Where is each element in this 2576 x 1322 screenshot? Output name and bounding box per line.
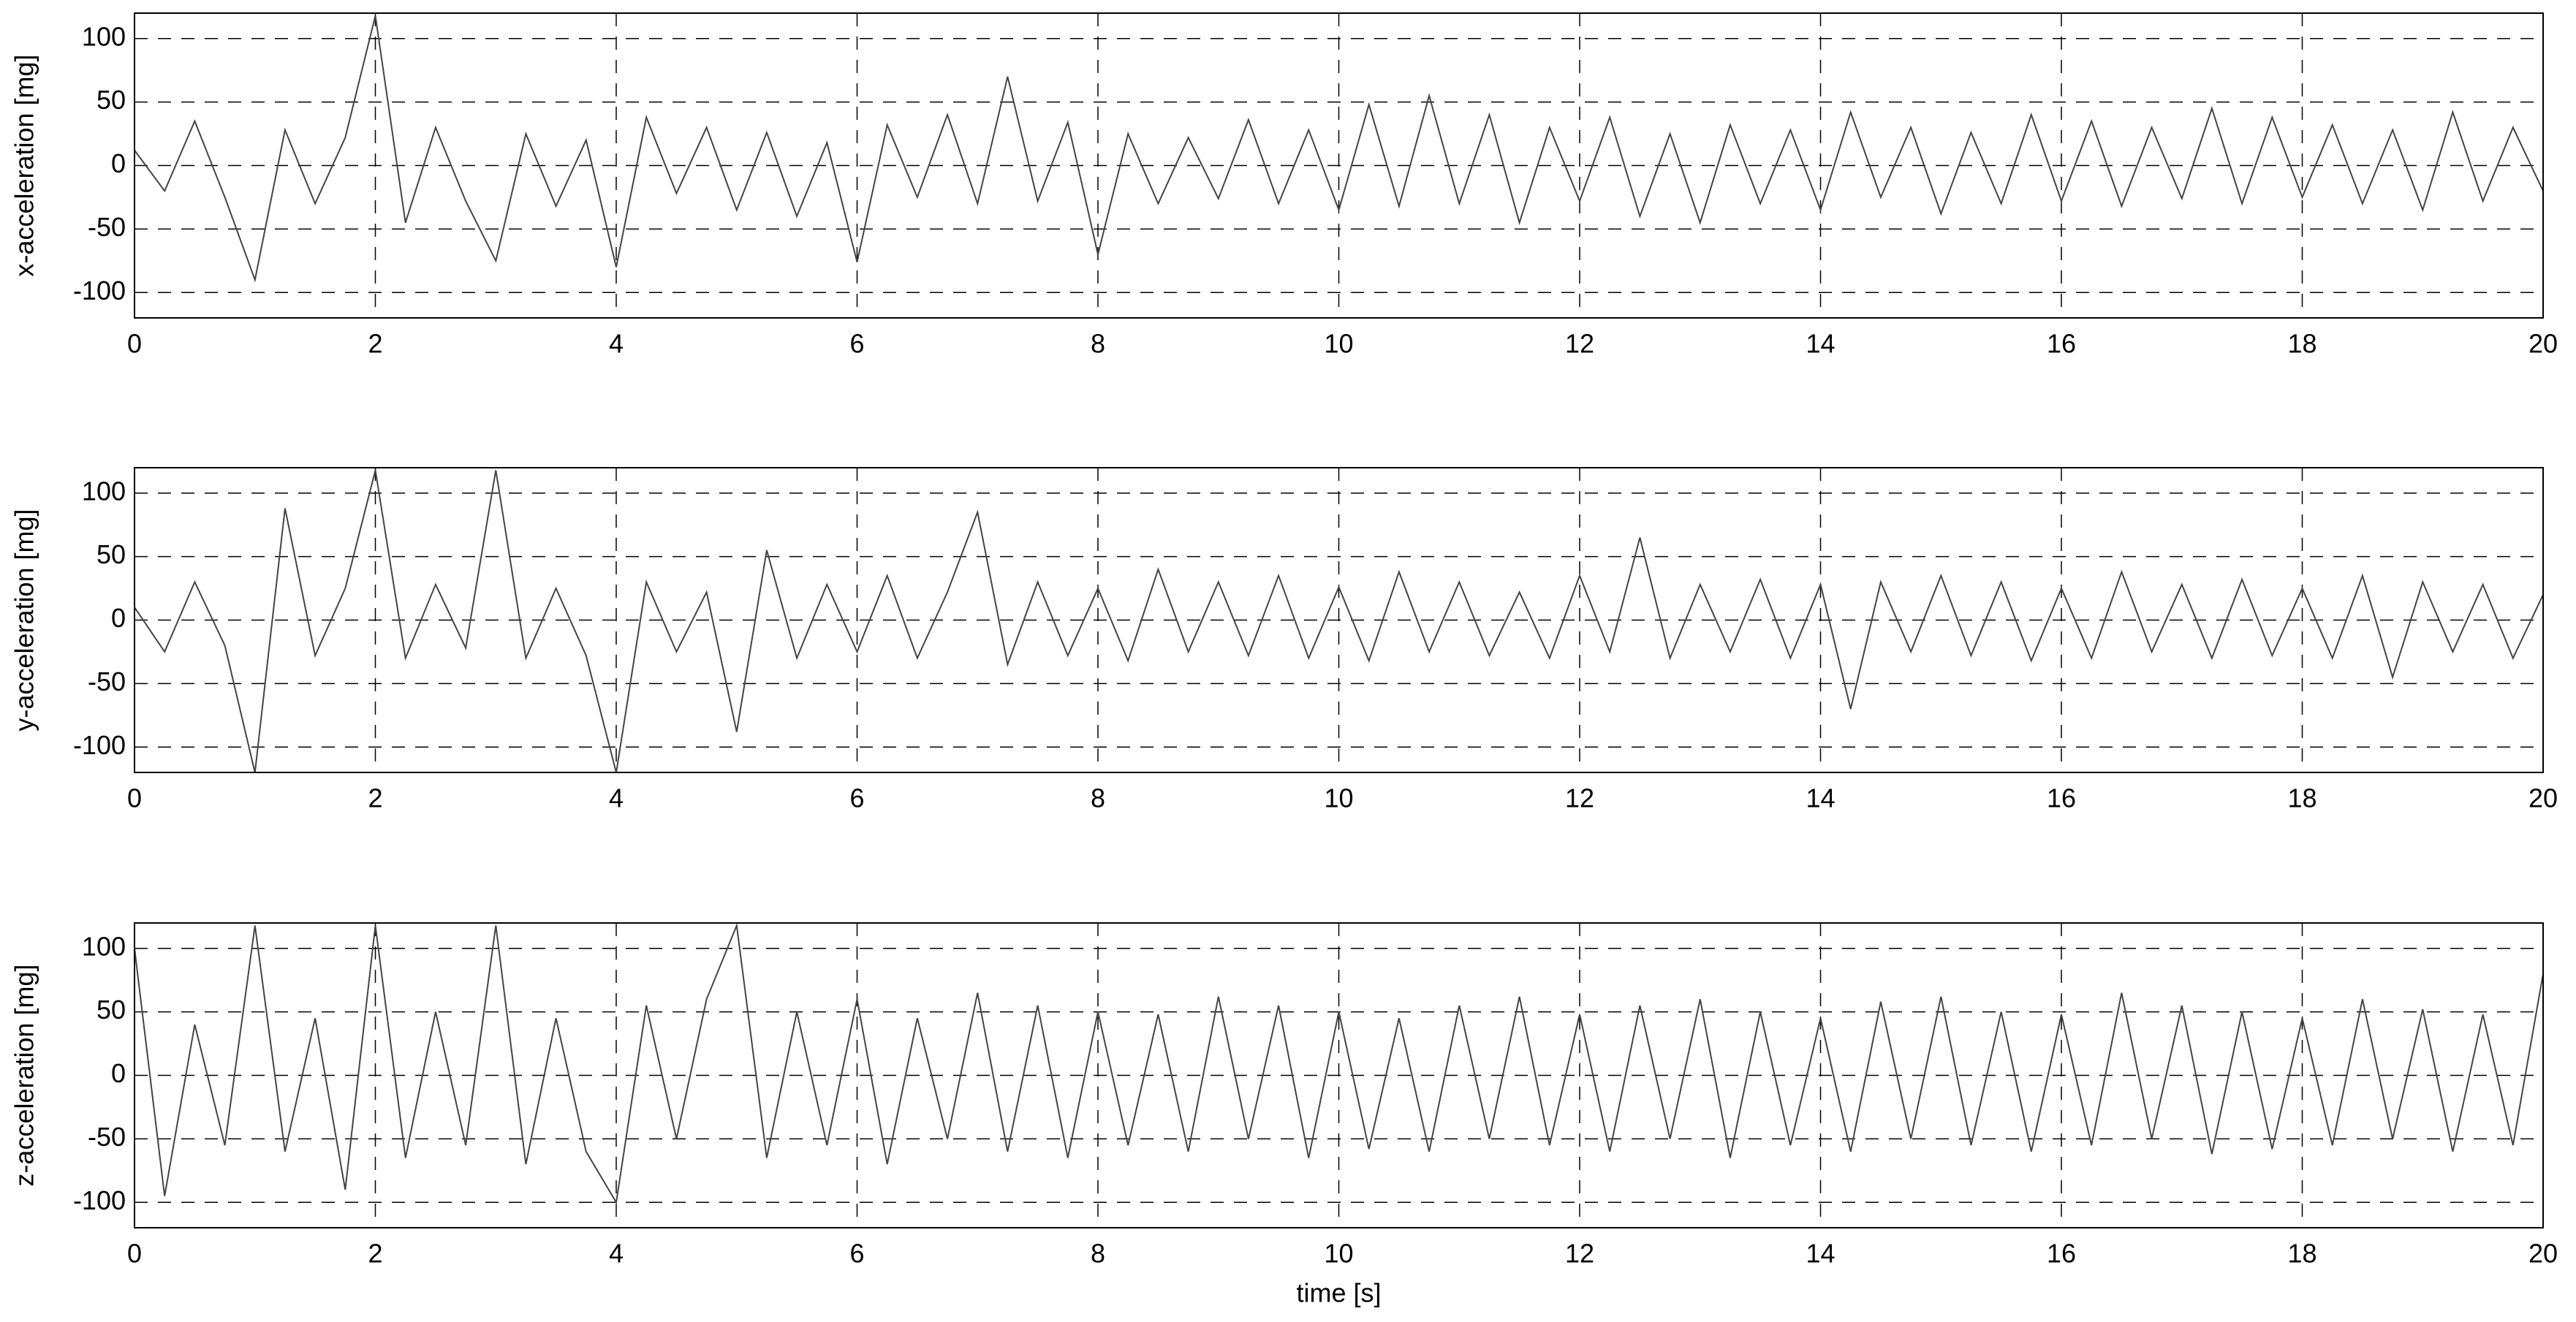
- x-tick-label: 20: [2528, 329, 2558, 359]
- y-axis-label: x-acceleration [mg]: [10, 54, 39, 276]
- y-tick-label: 50: [96, 85, 126, 115]
- x-tick-label: 16: [2047, 783, 2076, 813]
- y-tick-label: 0: [111, 603, 126, 633]
- x-tick-label: 8: [1091, 1239, 1105, 1269]
- y-tick-label: -50: [88, 1122, 126, 1152]
- x-tick-label: 6: [849, 1239, 864, 1269]
- y-tick-label: 100: [82, 476, 126, 506]
- x-tick-label: 14: [1806, 1239, 1835, 1269]
- x-tick-label: 6: [849, 329, 864, 359]
- axes-box: [134, 922, 2544, 1228]
- x-tick-label: 8: [1091, 329, 1105, 359]
- x-tick-label: 2: [368, 329, 382, 359]
- x-tick-label: 4: [609, 1239, 624, 1269]
- x-tick-label: 18: [2287, 329, 2316, 359]
- x-tick-label: 4: [609, 329, 624, 359]
- y-tick-label: 100: [82, 931, 126, 961]
- x-axis-label: time [s]: [1296, 1278, 1381, 1308]
- x-tick-label: 10: [1324, 1239, 1353, 1269]
- x-tick-label: 12: [1565, 329, 1594, 359]
- y-tick-label: -50: [88, 212, 126, 242]
- y-tick-label: -50: [88, 666, 126, 696]
- y-tick-label: 0: [111, 148, 126, 178]
- y-axis-label: z-acceleration [mg]: [10, 964, 39, 1186]
- y-tick-label: -100: [73, 276, 126, 305]
- x-tick-label: 2: [368, 1239, 382, 1269]
- y-tick-label: 50: [96, 539, 126, 569]
- x-tick-label: 20: [2528, 1239, 2558, 1269]
- x-tick-label: 0: [127, 783, 142, 813]
- x-tick-label: 16: [2047, 1239, 2076, 1269]
- x-tick-label: 16: [2047, 329, 2076, 359]
- x-tick-label: 6: [849, 783, 864, 813]
- signal-line: [134, 922, 2544, 1205]
- x-tick-label: 18: [2287, 783, 2316, 813]
- y-tick-label: 0: [111, 1058, 126, 1088]
- y-axis-label: y-acceleration [mg]: [10, 509, 39, 731]
- axes-box: [134, 12, 2544, 319]
- x-tick-label: 20: [2528, 783, 2558, 813]
- signal-line: [134, 15, 2544, 283]
- y-tick-label: 50: [96, 995, 126, 1025]
- x-tick-label: 10: [1324, 329, 1353, 359]
- x-tick-label: 12: [1565, 783, 1594, 813]
- x-tick-label: 12: [1565, 1239, 1594, 1269]
- y-tick-label: 100: [82, 21, 126, 51]
- x-tick-label: 0: [127, 329, 142, 359]
- x-tick-label: 2: [368, 783, 382, 813]
- x-tick-label: 14: [1806, 329, 1835, 359]
- y-tick-label: -100: [73, 1185, 126, 1215]
- x-tick-label: 18: [2287, 1239, 2316, 1269]
- x-tick-label: 14: [1806, 783, 1835, 813]
- x-tick-label: 0: [127, 1239, 142, 1269]
- x-tick-label: 8: [1091, 783, 1105, 813]
- y-tick-label: -100: [73, 730, 126, 760]
- x-tick-label: 10: [1324, 783, 1353, 813]
- axes-box: [134, 467, 2544, 773]
- x-tick-label: 4: [609, 783, 624, 813]
- signal-line: [134, 470, 2544, 773]
